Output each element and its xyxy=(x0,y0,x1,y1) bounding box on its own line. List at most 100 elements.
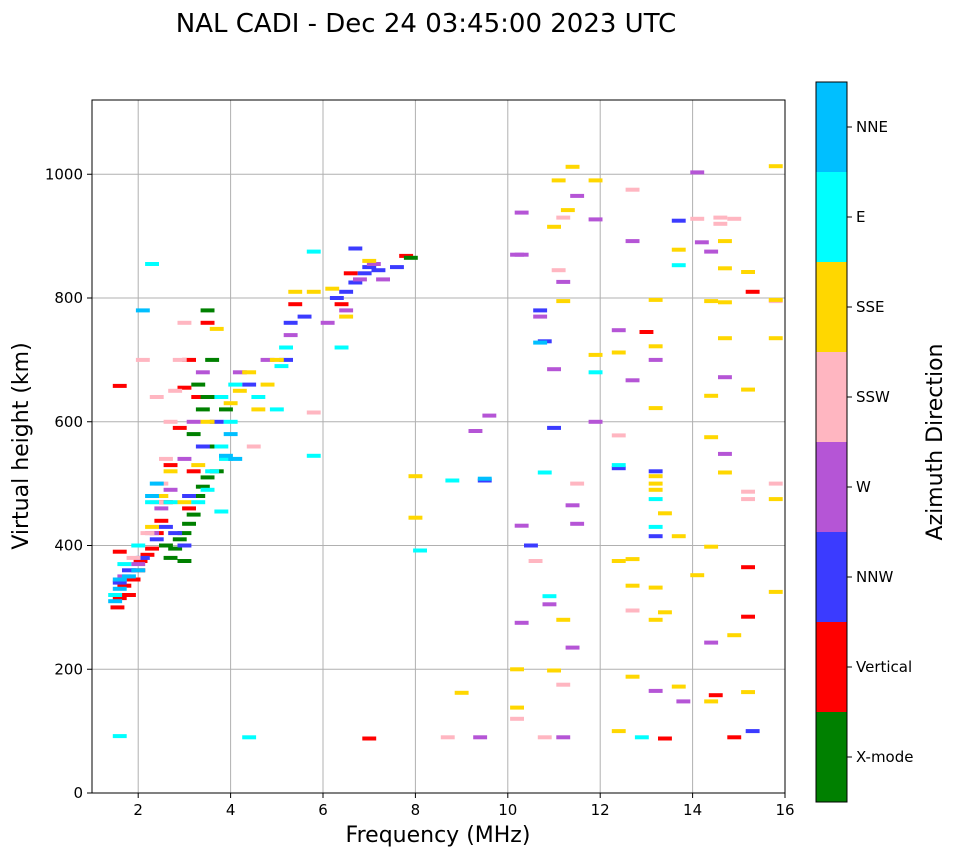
data-point xyxy=(537,735,552,740)
data-point xyxy=(133,559,148,563)
data-point xyxy=(768,164,783,169)
y-axis-ticks: 0 200 400 600 800 1000 xyxy=(45,165,92,802)
data-point xyxy=(690,573,705,578)
data-point xyxy=(182,357,196,362)
data-point xyxy=(690,216,705,221)
data-point xyxy=(658,736,672,741)
x-tick-label: 4 xyxy=(226,801,236,819)
data-point xyxy=(329,296,344,300)
data-point xyxy=(297,314,312,319)
data-point xyxy=(556,215,571,220)
colorbar-tick-label: NNW xyxy=(856,568,893,586)
data-point xyxy=(570,481,585,486)
data-point xyxy=(560,208,575,213)
data-point xyxy=(556,735,571,740)
data-point xyxy=(343,271,358,276)
series-nnw xyxy=(112,218,760,734)
data-point xyxy=(704,299,719,304)
data-point xyxy=(126,577,141,582)
data-point xyxy=(223,401,238,406)
data-point xyxy=(718,239,732,244)
data-point xyxy=(514,210,529,215)
data-point xyxy=(177,500,192,505)
data-point xyxy=(704,699,719,704)
data-point xyxy=(690,170,705,175)
x-tick-label: 10 xyxy=(498,801,517,819)
data-point xyxy=(112,596,127,601)
data-point xyxy=(611,433,626,438)
data-point xyxy=(625,239,640,244)
data-point xyxy=(741,690,755,695)
data-point xyxy=(570,521,585,526)
data-point xyxy=(648,406,663,411)
data-point xyxy=(283,320,298,325)
data-point xyxy=(648,487,663,492)
data-point xyxy=(242,735,257,740)
data-point xyxy=(219,456,233,461)
data-point xyxy=(191,494,206,498)
data-point xyxy=(533,308,548,313)
data-point xyxy=(149,481,164,486)
data-point xyxy=(306,289,321,294)
data-point xyxy=(639,330,654,334)
data-point xyxy=(588,217,603,222)
data-point xyxy=(177,543,192,548)
data-point xyxy=(177,456,192,461)
data-point xyxy=(279,357,293,362)
data-point xyxy=(228,456,243,461)
data-point xyxy=(154,494,169,498)
data-point xyxy=(648,497,663,502)
data-point xyxy=(542,602,557,607)
colorbar-frame xyxy=(815,81,848,803)
data-point xyxy=(524,543,538,548)
data-point xyxy=(348,280,363,285)
data-point xyxy=(371,268,386,273)
data-point xyxy=(718,266,732,271)
data-marks xyxy=(108,164,783,741)
data-point xyxy=(283,333,298,338)
series-sse xyxy=(145,164,783,734)
data-point xyxy=(200,320,215,325)
x-tick-label: 8 xyxy=(411,801,421,819)
x-axis-label: Frequency (MHz) xyxy=(346,823,531,848)
y-axis-label: Virtual height (km) xyxy=(9,342,34,549)
colorbar-tick-label: Vertical xyxy=(856,658,912,676)
data-point xyxy=(163,419,178,424)
data-point xyxy=(168,531,183,536)
data-point xyxy=(260,357,275,362)
data-point xyxy=(741,614,755,619)
data-point xyxy=(510,252,524,257)
series-x-mode xyxy=(159,255,418,563)
data-point xyxy=(195,370,210,375)
data-point xyxy=(625,583,640,588)
data-point xyxy=(570,193,585,198)
data-point xyxy=(727,633,742,638)
data-point xyxy=(357,271,372,276)
colorbar-tick-label: W xyxy=(856,478,871,496)
colorbar-tick-label: SSE xyxy=(856,298,885,316)
data-point xyxy=(117,583,132,588)
data-point xyxy=(219,407,233,412)
data-point xyxy=(334,345,349,350)
data-point xyxy=(547,425,561,430)
data-point xyxy=(186,419,201,424)
data-point xyxy=(200,475,215,480)
data-point xyxy=(611,350,626,355)
data-point xyxy=(112,383,127,388)
data-point xyxy=(362,258,377,263)
data-point xyxy=(159,524,173,529)
data-point xyxy=(713,221,728,226)
data-point xyxy=(510,705,524,710)
data-point xyxy=(135,308,150,313)
data-point xyxy=(108,599,123,604)
data-point xyxy=(403,255,418,260)
data-point xyxy=(251,407,266,412)
data-point xyxy=(205,469,220,474)
data-point xyxy=(713,215,728,220)
data-point xyxy=(200,395,215,399)
data-point xyxy=(611,463,626,468)
y-tick-label: 800 xyxy=(54,289,83,307)
data-point xyxy=(154,506,169,511)
y-tick-label: 0 xyxy=(73,784,83,802)
data-point xyxy=(242,382,257,387)
